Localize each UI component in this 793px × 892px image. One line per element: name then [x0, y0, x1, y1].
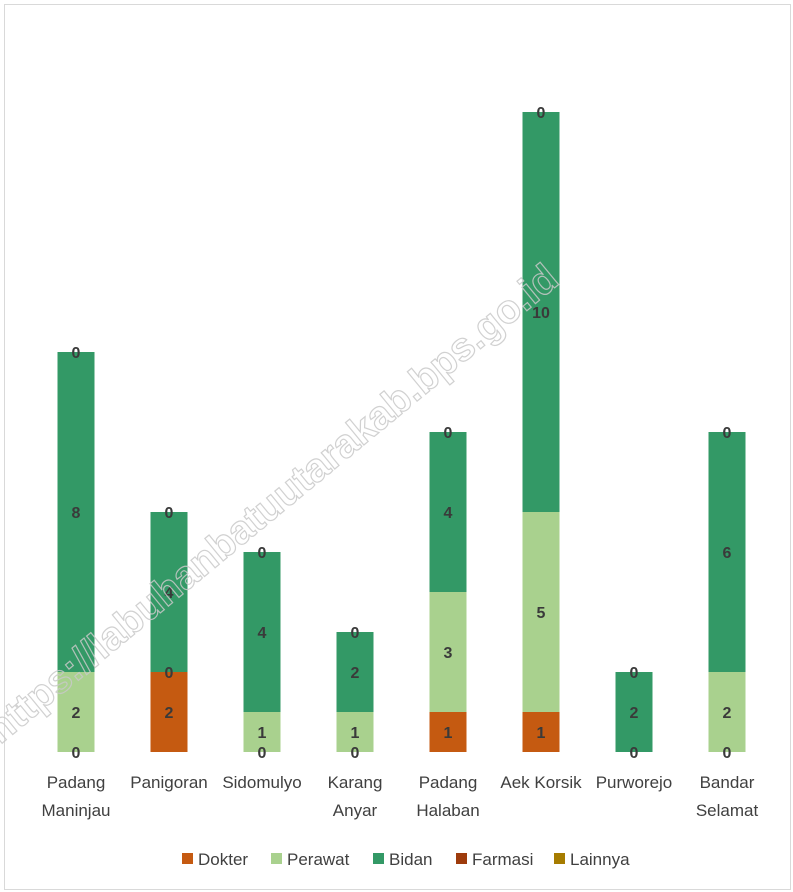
category-label: Panigoran — [130, 773, 208, 792]
data-label: 0 — [72, 745, 81, 762]
category-label: Sidomulyo — [222, 773, 301, 792]
data-label: 0 — [723, 745, 732, 762]
bar-segment-dokter — [522, 712, 560, 752]
legend-label-bidan: Bidan — [389, 850, 432, 869]
bar-segment-bidan — [243, 552, 281, 712]
bar-segment-bidan — [336, 632, 374, 712]
data-label: 5 — [537, 605, 546, 622]
bar-segment-bidan — [57, 352, 95, 672]
legend-label-farmasi: Farmasi — [472, 850, 533, 869]
data-label: 0 — [351, 745, 360, 762]
data-label: 8 — [72, 505, 81, 522]
chart-frame — [4, 4, 791, 890]
category-label: Maninjau — [42, 801, 111, 820]
legend-swatch-lainnya — [554, 853, 565, 864]
category-label: Bandar — [700, 773, 755, 792]
data-label: 2 — [723, 705, 732, 722]
category-label: Halaban — [416, 801, 479, 820]
legend-label-lainnya: Lainnya — [570, 850, 630, 869]
data-label: 1 — [537, 725, 546, 742]
bar-segment-bidan — [615, 672, 653, 752]
category-label: Purworejo — [596, 773, 673, 792]
data-label: 1 — [258, 725, 267, 742]
data-label: 0 — [258, 745, 267, 762]
bar-segment-dokter — [429, 712, 467, 752]
bar-segment-bidan — [522, 112, 560, 512]
bar-segment-perawat — [243, 712, 281, 752]
category-label: Karang — [328, 773, 383, 792]
legend-swatch-perawat — [271, 853, 282, 864]
legend-label-dokter: Dokter — [198, 850, 248, 869]
data-label: 4 — [165, 585, 174, 602]
category-labels-layer: Padang Maninjau Panigoran Sidomulyo Karang An… — [42, 773, 759, 820]
data-label: 10 — [532, 305, 550, 322]
data-label: 2 — [351, 665, 360, 682]
data-label: 1 — [351, 725, 360, 742]
data-label: 0 — [444, 425, 453, 442]
data-labels-layer: 0 2 8 0 2 0 4 0 0 1 4 0 0 1 2 0 1 3 4 0 1 5 10 0 0 2 0 0 2 6 0 — [72, 105, 732, 762]
data-label: 4 — [258, 625, 267, 642]
bars-layer — [57, 112, 746, 752]
data-label: 0 — [258, 545, 267, 562]
data-label: 1 — [444, 725, 453, 742]
legend-swatch-dokter — [182, 853, 193, 864]
data-label: 2 — [630, 705, 639, 722]
legend-swatch-farmasi — [456, 853, 467, 864]
bar-segment-perawat — [336, 712, 374, 752]
data-label: 0 — [72, 345, 81, 362]
data-label: 0 — [630, 665, 639, 682]
legend-swatch-bidan — [373, 853, 384, 864]
category-label: Padang — [419, 773, 478, 792]
data-label: 2 — [72, 705, 81, 722]
data-label: 0 — [351, 625, 360, 642]
data-label: 4 — [444, 505, 453, 522]
category-label: Padang — [47, 773, 106, 792]
data-label: 3 — [444, 645, 453, 662]
data-label: 2 — [165, 705, 174, 722]
data-label: 0 — [537, 105, 546, 122]
bar-segment-perawat — [429, 592, 467, 712]
data-label: 0 — [165, 505, 174, 522]
legend-label-perawat: Perawat — [287, 850, 350, 869]
data-label: 0 — [165, 665, 174, 682]
bar-segment-bidan — [429, 432, 467, 592]
data-label: 0 — [723, 425, 732, 442]
category-label: Selamat — [696, 801, 759, 820]
legend: Dokter Perawat Bidan Farmasi Lainnya — [182, 850, 630, 869]
category-label: Anyar — [333, 801, 378, 820]
bar-segment-perawat — [522, 512, 560, 712]
bar-segment-bidan — [708, 432, 746, 672]
category-label: Aek Korsik — [500, 773, 582, 792]
data-label: 6 — [723, 545, 732, 562]
data-label: 0 — [630, 745, 639, 762]
bar-segment-bidan — [150, 512, 188, 672]
bar-segment-perawat — [708, 672, 746, 752]
bar-segment-perawat — [57, 672, 95, 752]
bar-segment-dokter — [150, 672, 188, 752]
